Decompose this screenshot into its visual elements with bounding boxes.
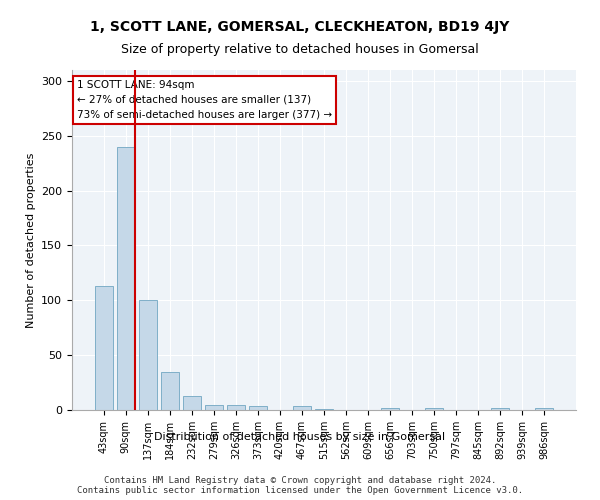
Bar bbox=[95, 286, 113, 410]
Bar bbox=[535, 408, 553, 410]
Text: 1 SCOTT LANE: 94sqm
← 27% of detached houses are smaller (137)
73% of semi-detac: 1 SCOTT LANE: 94sqm ← 27% of detached ho… bbox=[77, 80, 332, 120]
Bar bbox=[183, 396, 200, 410]
Text: Distribution of detached houses by size in Gomersal: Distribution of detached houses by size … bbox=[154, 432, 446, 442]
Bar bbox=[161, 372, 179, 410]
Bar bbox=[293, 406, 311, 410]
Bar bbox=[425, 408, 443, 410]
Bar bbox=[315, 409, 333, 410]
Bar bbox=[491, 408, 509, 410]
Bar bbox=[381, 408, 399, 410]
Bar bbox=[205, 404, 223, 410]
Y-axis label: Number of detached properties: Number of detached properties bbox=[26, 152, 35, 328]
Bar bbox=[249, 406, 267, 410]
Bar bbox=[227, 404, 245, 410]
Text: 1, SCOTT LANE, GOMERSAL, CLECKHEATON, BD19 4JY: 1, SCOTT LANE, GOMERSAL, CLECKHEATON, BD… bbox=[91, 20, 509, 34]
Bar bbox=[139, 300, 157, 410]
Text: Size of property relative to detached houses in Gomersal: Size of property relative to detached ho… bbox=[121, 42, 479, 56]
Text: Contains HM Land Registry data © Crown copyright and database right 2024.
Contai: Contains HM Land Registry data © Crown c… bbox=[77, 476, 523, 495]
Bar bbox=[117, 147, 134, 410]
